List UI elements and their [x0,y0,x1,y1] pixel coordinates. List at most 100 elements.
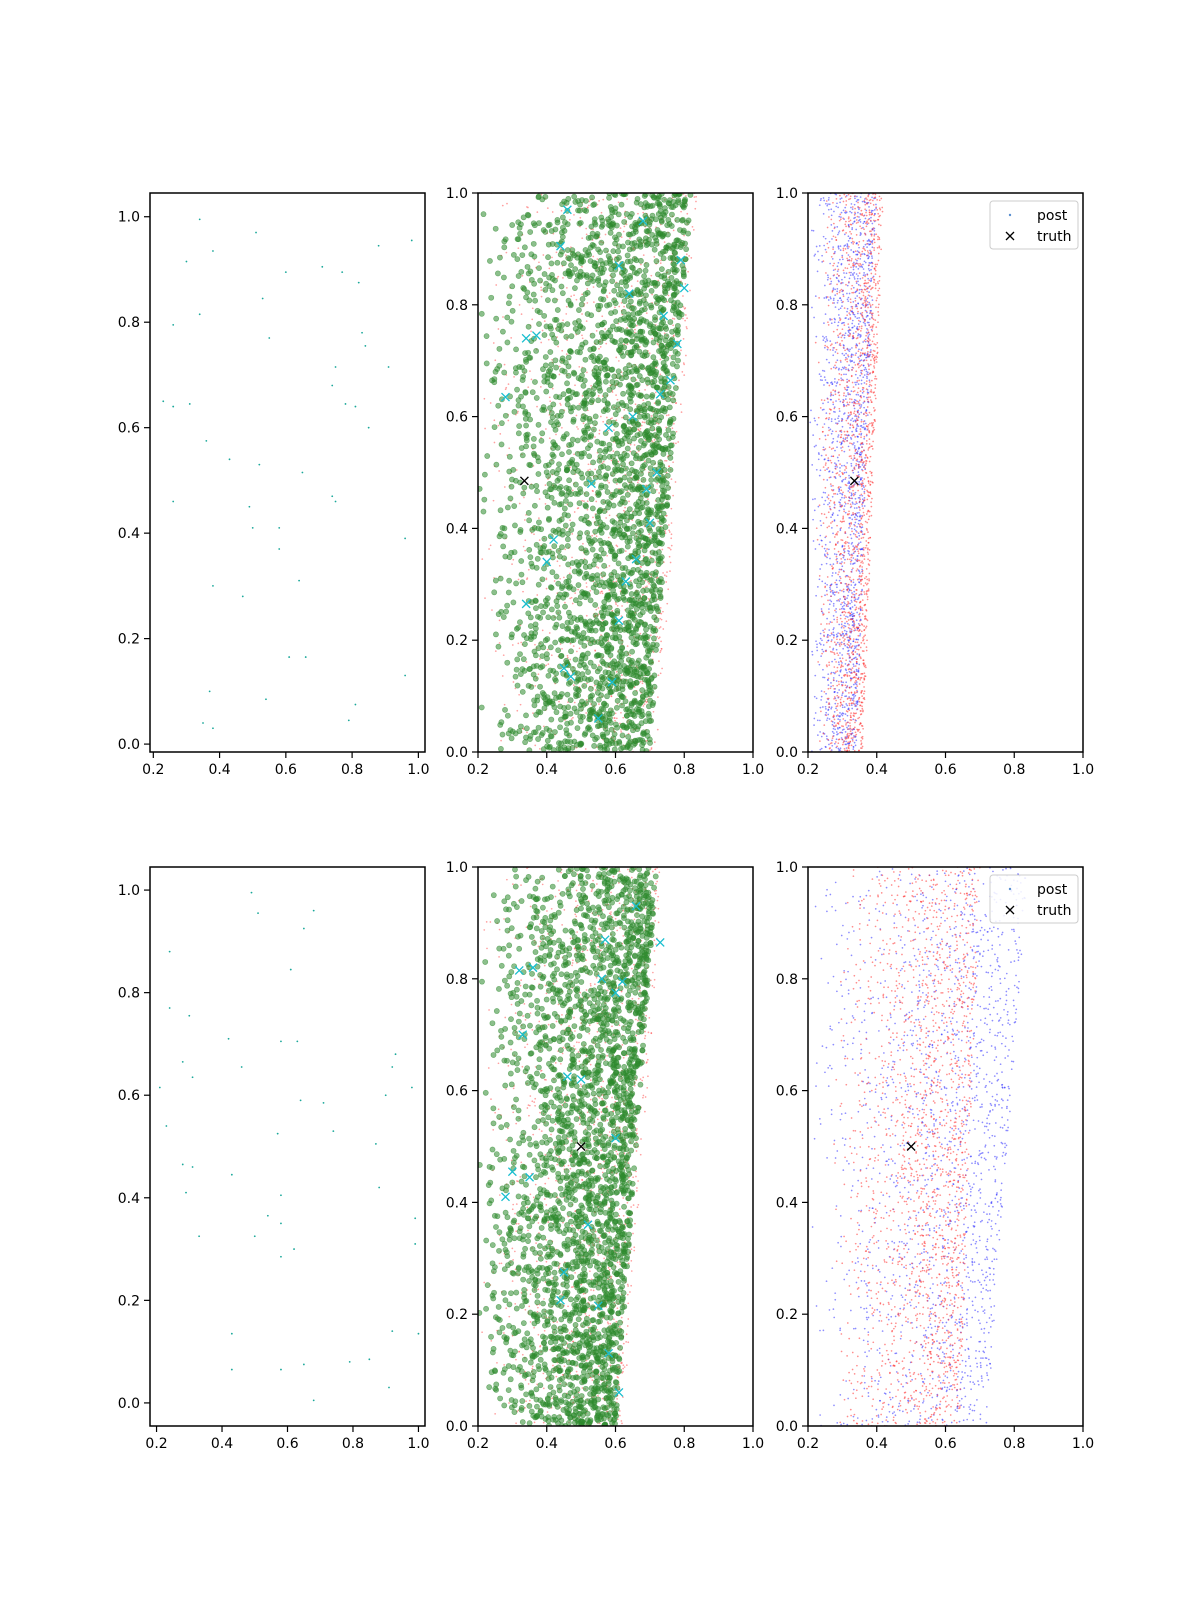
data-point [844,602,846,605]
data-point [665,575,668,578]
data-point [825,338,828,340]
data-point [547,644,554,651]
data-point [831,495,834,498]
data-point [859,548,862,551]
data-point [586,302,589,304]
data-point [549,400,552,403]
data-point [483,397,486,400]
data-point [511,503,518,509]
data-point [515,469,518,471]
data-point [536,405,538,408]
data-point [618,547,625,554]
data-point [544,503,547,505]
data-point [853,278,856,280]
data-point [643,292,649,299]
data-point [611,609,614,612]
data-point [855,739,858,742]
data-point [615,419,618,422]
data-point [836,691,839,694]
data-point [629,450,632,453]
data-point [825,708,827,710]
data-point [651,596,658,603]
data-point [655,399,662,405]
data-point [597,302,604,309]
data-point [548,396,551,399]
data-point [670,522,673,524]
data-point [496,362,503,369]
data-point [856,381,858,384]
data-point [647,203,654,210]
data-point [820,375,822,378]
data-point [563,333,570,340]
data-point [621,219,628,225]
data-point [587,696,594,703]
data-point [597,249,604,255]
data-point [644,433,651,439]
data-point [852,697,855,700]
data-point [578,616,585,623]
data-point [615,394,617,397]
data-point [510,251,517,258]
data-point [550,667,557,674]
data-point [650,488,657,495]
data-point [598,296,604,302]
plot-area [809,193,884,752]
data-point [550,654,553,657]
data-point [576,207,583,214]
data-point [602,483,609,490]
data-point [847,487,850,489]
data-point [568,441,575,448]
data-point [593,581,599,588]
data-point [841,694,843,697]
data-point [624,258,631,265]
data-point [518,693,520,696]
data-point [850,704,853,706]
data-point [573,294,575,297]
data-point [581,731,588,738]
data-point [659,651,661,654]
data-point [508,483,515,490]
data-point [497,575,504,582]
data-point [518,221,524,228]
data-point [623,403,630,409]
data-point [644,281,651,288]
data-point [629,662,635,669]
data-point [610,459,613,462]
data-point [825,589,828,592]
data-point [566,339,568,341]
data-point [533,533,535,536]
data-point [675,442,677,445]
data-point [387,366,390,368]
data-point [534,744,537,747]
data-point [531,702,538,709]
data-point [657,637,660,640]
data-point [828,361,831,364]
data-point [666,419,673,425]
data-point [680,349,682,352]
data-point [857,436,859,438]
data-point [620,731,623,733]
data-point [592,627,599,634]
x-tick-label: 0.8 [341,762,363,778]
data-point [682,240,688,247]
data-point [840,737,843,739]
data-point [562,276,564,279]
data-point [564,691,571,698]
data-point [864,457,866,459]
data-point [866,321,869,324]
data-point [636,708,643,715]
data-point [821,254,823,257]
data-point [645,560,651,566]
data-point [830,420,833,423]
data-point [588,312,595,319]
data-point [845,703,848,705]
x-tick-label: 0.6 [275,762,297,778]
data-point [606,604,613,611]
data-point [610,735,617,742]
data-point [481,558,484,560]
data-point [611,746,618,752]
data-point [582,356,589,363]
data-point [594,468,597,471]
data-point [871,265,874,268]
data-point [840,623,843,626]
